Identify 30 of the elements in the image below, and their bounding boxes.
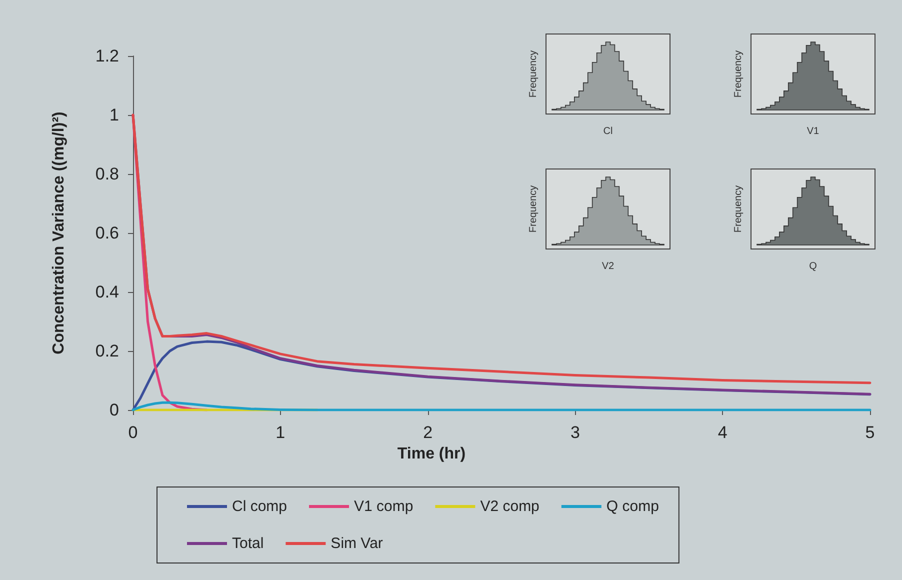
legend-label: V2 comp xyxy=(480,498,540,515)
y-tick-label: 1.2 xyxy=(95,46,119,66)
legend-label: Q comp xyxy=(606,498,659,515)
x-axis-title: Time (hr) xyxy=(397,445,466,462)
y-tick-label: 0.6 xyxy=(95,224,119,242)
annotation: V1 xyxy=(806,126,820,137)
x-tick-label: 1 xyxy=(276,423,286,442)
x-tick-label: 5 xyxy=(865,423,875,442)
annotation: Q xyxy=(809,261,818,272)
legend-label: Sim Var xyxy=(330,535,383,552)
annotation: Frequency xyxy=(528,50,539,98)
y-axis-title: Concentration Variance ((mg/l)²) xyxy=(50,112,68,354)
x-tick-label: 4 xyxy=(718,423,728,442)
annotation: Frequency xyxy=(528,185,539,233)
legend-label: V1 comp xyxy=(354,498,414,515)
annotation: V2 xyxy=(602,261,615,272)
x-tick-label: 3 xyxy=(570,423,580,442)
annotation: Cl xyxy=(603,126,613,137)
legend-label: Cl comp xyxy=(232,498,288,515)
annotation: Frequency xyxy=(733,50,744,98)
y-tick-label: 1 xyxy=(110,106,119,124)
y-tick-label: 0.8 xyxy=(95,164,119,184)
y-tick-label: 0 xyxy=(110,400,119,420)
y-tick-label: 0.2 xyxy=(95,342,119,360)
legend-label: Total xyxy=(232,535,264,552)
x-tick-label: 0 xyxy=(128,423,138,442)
line-series xyxy=(132,401,872,412)
x-tick-label: 2 xyxy=(423,423,433,442)
y-tick-label: 0.4 xyxy=(95,282,119,302)
annotation: Frequency xyxy=(733,185,744,233)
